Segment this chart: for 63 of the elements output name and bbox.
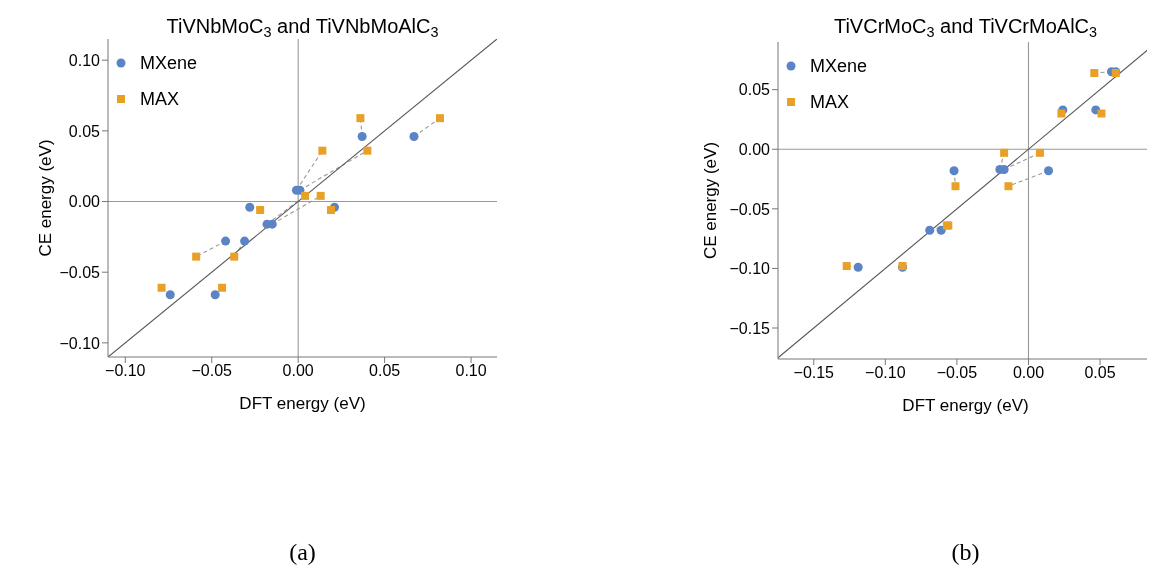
legend-label: MAX (140, 88, 180, 111)
point (1090, 68, 1099, 77)
chart-title: TiVCrMoC$_{3}$ and TiVCrMoAlC$_{3}$ (833, 15, 1098, 40)
point (357, 132, 367, 142)
point (221, 236, 231, 246)
point (316, 191, 325, 200)
point (842, 262, 851, 271)
chart-title: TiVNbMoC$_{3}$ and TiVNbMoAlC$_{3}$ (166, 15, 439, 40)
point (165, 290, 175, 300)
x-tick-label: −0.05 (191, 362, 233, 380)
point (157, 283, 166, 292)
y-tick-label: −0.10 (729, 260, 771, 278)
y-tick-label: 0.05 (68, 122, 101, 140)
point (210, 290, 220, 300)
point (1044, 166, 1054, 176)
y-tick-label: −0.05 (59, 263, 101, 281)
text: (b) (951, 539, 980, 565)
legend-label: MXene (810, 55, 868, 78)
x-tick-label: 0.05 (369, 362, 401, 380)
x-tick-label: 0.05 (1084, 364, 1116, 382)
y-tick-label: 0.10 (68, 51, 101, 69)
point (356, 114, 365, 123)
point (240, 236, 250, 246)
point (245, 202, 255, 212)
point (327, 206, 336, 215)
point (256, 206, 265, 215)
y-axis-title: CE energy (eV) (36, 139, 56, 257)
point (218, 283, 227, 292)
point (301, 191, 310, 200)
point (949, 166, 959, 176)
y-tick-label: −0.10 (59, 334, 101, 352)
point (435, 114, 444, 123)
point (1004, 182, 1013, 191)
y-tick-label: 0.00 (738, 140, 771, 158)
point (363, 146, 372, 155)
point (951, 182, 960, 191)
text: (a) (289, 539, 316, 565)
point (853, 262, 863, 272)
point (318, 146, 327, 155)
legend-label: MXene (140, 52, 198, 75)
y-tick-label: −0.15 (729, 319, 771, 337)
point (1000, 148, 1009, 157)
point (1035, 148, 1044, 157)
y-tick-label: 0.05 (738, 81, 771, 99)
y-axis-title: CE energy (eV) (701, 141, 721, 260)
x-tick-label: 0.00 (1012, 364, 1045, 382)
x-tick-label: 0.10 (455, 362, 487, 380)
x-axis-title: DFT energy (eV) (239, 394, 366, 413)
point (409, 132, 419, 142)
x-tick-label: 0.00 (282, 362, 314, 380)
point (192, 252, 201, 261)
point (1057, 109, 1066, 118)
x-tick-label: −0.15 (793, 364, 835, 382)
x-tick-label: −0.10 (105, 362, 146, 380)
legend-label: MAX (810, 91, 850, 114)
point (1097, 109, 1106, 118)
x-tick-label: −0.10 (865, 364, 906, 382)
x-axis-title: DFT energy (eV) (902, 396, 1029, 415)
point (925, 225, 935, 235)
y-tick-label: −0.05 (729, 200, 771, 218)
point (230, 252, 239, 261)
y-tick-label: 0.00 (68, 193, 101, 211)
x-tick-label: −0.05 (936, 364, 978, 382)
